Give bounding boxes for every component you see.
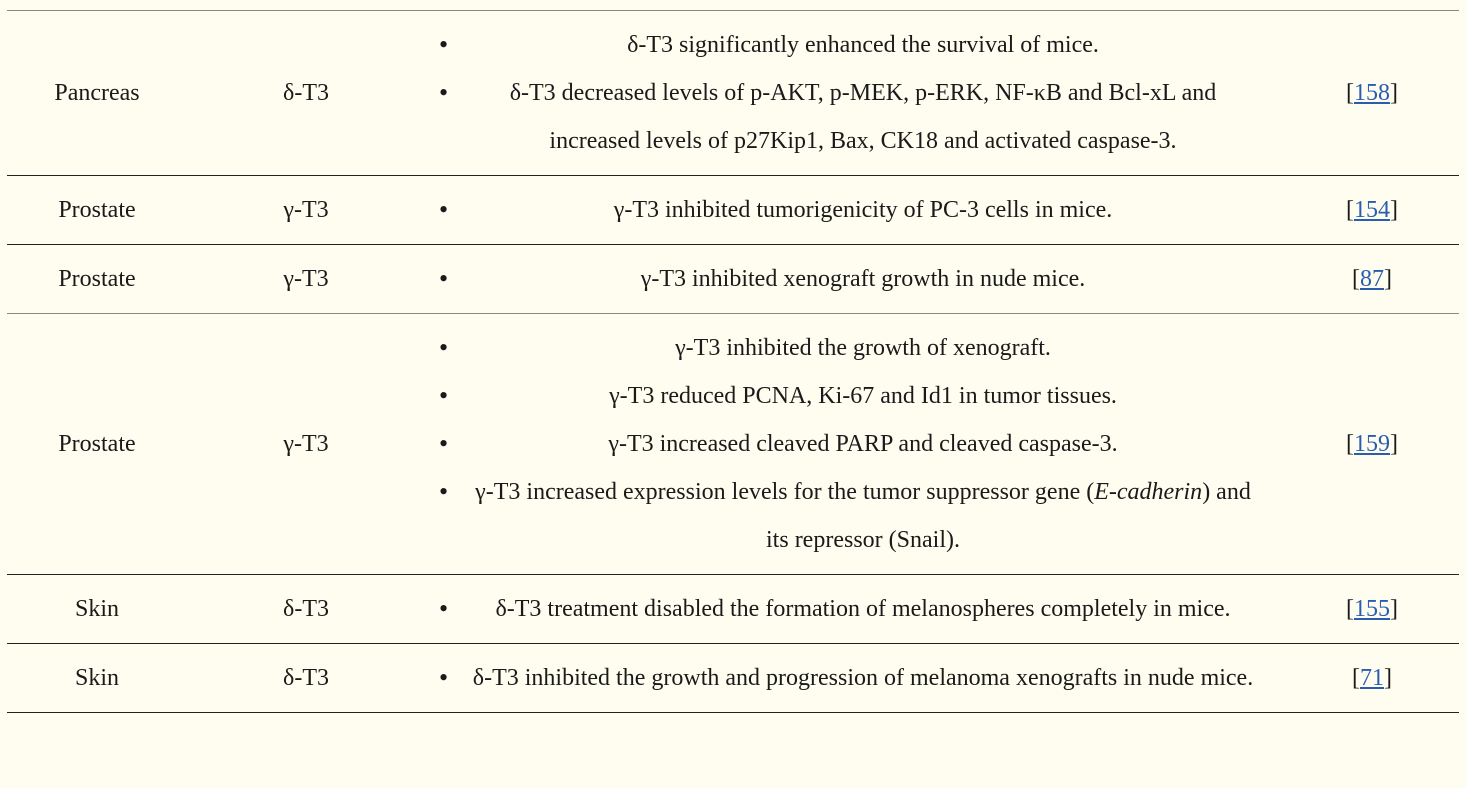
table-row: Pancreas δ-T3 δ-T3 significantly enhance… [7, 10, 1459, 176]
finding-item: δ-T3 decreased levels of p-AKT, p-MEK, p… [425, 69, 1285, 165]
finding-item: δ-T3 treatment disabled the formation of… [425, 585, 1285, 633]
organ-cell: Prostate [58, 196, 136, 223]
compound-cell: γ-T3 [283, 430, 329, 457]
organ-cell: Pancreas [54, 79, 140, 106]
reference-cell: [159] [1285, 314, 1459, 575]
table-row: Prostate γ-T3 γ-T3 inhibited xenograft g… [7, 244, 1459, 314]
finding-text: ) and its repressor (Snail). [766, 479, 1251, 553]
table-row: Skin δ-T3 δ-T3 inhibited the growth and … [7, 643, 1459, 713]
ref-bracket-open: [ [1352, 265, 1360, 292]
findings-list: δ-T3 inhibited the growth and progressio… [425, 654, 1285, 702]
ref-bracket-close: ] [1390, 430, 1398, 457]
ref-bracket-close: ] [1384, 265, 1392, 292]
ref-bracket-open: [ [1352, 664, 1360, 691]
findings-cell: δ-T3 inhibited the growth and progressio… [425, 644, 1285, 713]
table-row: Prostate γ-T3 γ-T3 inhibited the growth … [7, 313, 1459, 575]
ref-bracket-close: ] [1384, 664, 1392, 691]
findings-list: γ-T3 inhibited tumorigenicity of PC-3 ce… [425, 186, 1285, 234]
reference-link[interactable]: 155 [1354, 595, 1390, 622]
compound-cell: δ-T3 [283, 664, 329, 691]
organ-cell: Prostate [58, 430, 136, 457]
finding-item: γ-T3 increased cleaved PARP and cleaved … [425, 420, 1285, 468]
findings-list: δ-T3 treatment disabled the formation of… [425, 585, 1285, 633]
reference-link[interactable]: 154 [1354, 196, 1390, 223]
reference-link[interactable]: 71 [1360, 664, 1384, 691]
gene-name: E-cadherin [1094, 479, 1203, 505]
reference-cell: [155] [1285, 575, 1459, 644]
ref-bracket-open: [ [1346, 430, 1354, 457]
reference-cell: [87] [1285, 245, 1459, 314]
findings-cell: γ-T3 inhibited the growth of xenograft. … [425, 314, 1285, 575]
finding-item: γ-T3 inhibited xenograft growth in nude … [425, 255, 1285, 303]
reference-link[interactable]: 158 [1354, 79, 1390, 106]
findings-cell: δ-T3 treatment disabled the formation of… [425, 575, 1285, 644]
findings-cell: γ-T3 inhibited tumorigenicity of PC-3 ce… [425, 176, 1285, 245]
compound-cell: δ-T3 [283, 79, 329, 106]
reference-link[interactable]: 159 [1354, 430, 1390, 457]
compound-cell: δ-T3 [283, 595, 329, 622]
ref-bracket-open: [ [1346, 79, 1354, 106]
ref-bracket-close: ] [1390, 196, 1398, 223]
findings-list: γ-T3 inhibited xenograft growth in nude … [425, 255, 1285, 303]
results-table: Pancreas δ-T3 δ-T3 significantly enhance… [7, 10, 1459, 713]
finding-item: γ-T3 inhibited tumorigenicity of PC-3 ce… [425, 186, 1285, 234]
finding-item: γ-T3 inhibited the growth of xenograft. [425, 324, 1285, 372]
compound-cell: γ-T3 [283, 265, 329, 292]
finding-item: γ-T3 reduced PCNA, Ki-67 and Id1 in tumo… [425, 372, 1285, 420]
table-row: Prostate γ-T3 γ-T3 inhibited tumorigenic… [7, 175, 1459, 245]
reference-cell: [71] [1285, 644, 1459, 713]
reference-link[interactable]: 87 [1360, 265, 1384, 292]
organ-cell: Prostate [58, 265, 136, 292]
reference-cell: [158] [1285, 11, 1459, 176]
finding-item: δ-T3 significantly enhanced the survival… [425, 21, 1285, 69]
table-row: Skin δ-T3 δ-T3 treatment disabled the fo… [7, 574, 1459, 644]
finding-item: δ-T3 inhibited the growth and progressio… [425, 654, 1285, 702]
findings-list: δ-T3 significantly enhanced the survival… [425, 21, 1285, 165]
organ-cell: Skin [74, 664, 119, 691]
ref-bracket-open: [ [1346, 196, 1354, 223]
ref-bracket-open: [ [1346, 595, 1354, 622]
findings-list: γ-T3 inhibited the growth of xenograft. … [425, 324, 1285, 564]
ref-bracket-close: ] [1390, 79, 1398, 106]
finding-item: γ-T3 increased expression levels for the… [425, 468, 1285, 564]
finding-text: γ-T3 increased expression levels for the… [475, 479, 1095, 505]
findings-cell: δ-T3 significantly enhanced the survival… [425, 11, 1285, 176]
findings-cell: γ-T3 inhibited xenograft growth in nude … [425, 245, 1285, 314]
organ-cell: Skin [74, 595, 119, 622]
reference-cell: [154] [1285, 176, 1459, 245]
ref-bracket-close: ] [1390, 595, 1398, 622]
compound-cell: γ-T3 [283, 196, 329, 223]
